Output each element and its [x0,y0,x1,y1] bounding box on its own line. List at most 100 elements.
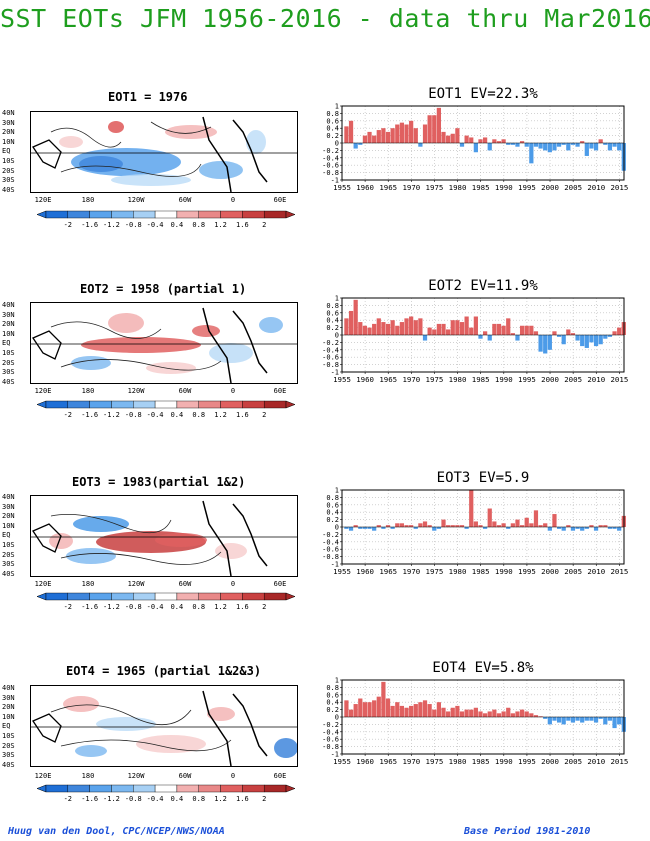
bar [487,143,492,151]
bar [446,525,451,527]
lat-label: 20S [2,550,15,559]
lon-label: 180 [81,580,95,588]
bar [506,527,511,529]
bar [589,525,594,527]
bar [372,700,377,717]
bar [496,323,502,335]
colorbar-arrow-left [36,400,47,409]
bar [519,709,525,717]
bar [348,527,354,531]
x-tick-label: 1970 [402,567,420,576]
bar [399,705,405,717]
colorbar: -2 -1.6 -1.2 -0.8 -0.4 0.4 0.8 1.2 1.6 2 [36,400,296,420]
bar [399,523,405,527]
bar [372,323,377,335]
bar [469,137,474,143]
bar [584,527,589,529]
colorbar-label: -2 [64,795,72,803]
colorbar-swatch [89,210,112,219]
y-tick-label: -0.8 [322,169,339,177]
bar [353,299,358,335]
bar [603,143,608,145]
x-tick-label: 1960 [356,757,374,766]
bar [607,717,613,721]
bar [575,143,580,147]
bar [510,143,515,145]
x-tick-label: 2015 [610,375,628,384]
bar [533,510,539,527]
bar [524,517,529,527]
lat-axis-labels: 40N 30N 20N 10N EQ 10S 20S 30S 40S [2,684,28,770]
bar [487,335,492,341]
bar [598,139,603,143]
x-tick-label: 2005 [564,567,582,576]
bar [427,525,432,527]
eot-time-series-chart: EOT2 EV=11.9%-1-0.8-0.6-0.4-0.200.20.40.… [322,278,628,384]
colorbar-swatch [133,210,156,219]
lon-label: 0 [230,387,236,395]
bar [344,700,349,717]
y-tick-label: -1 [331,177,339,185]
colorbar-label: -2 [64,221,72,229]
map-title: EOT1 = 1976 [108,90,188,104]
lat-label: 10S [2,156,15,165]
y-tick-label: -0.4 [322,728,339,736]
colorbar-swatch [176,210,199,219]
bar [418,702,423,717]
lon-label: 120E [34,772,52,780]
sst-anomaly-map [30,111,298,193]
bar [478,139,483,143]
bar [446,711,451,717]
bar [570,333,576,335]
bar [603,717,608,725]
x-tick-label: 2000 [541,567,559,576]
bar [390,128,395,143]
colorbar-label: 0.8 [192,603,205,611]
bar [409,316,414,335]
colorbar-label: -0.8 [125,603,142,611]
colorbar-swatch [154,592,178,601]
bar [469,709,474,717]
colorbar-label: -2 [64,603,72,611]
bar [570,527,576,531]
colorbar: -2 -1.6 -1.2 -0.8 -0.4 0.4 0.8 1.2 1.6 2 [36,210,296,230]
bar [362,325,368,335]
y-tick-label: -0.2 [322,531,339,539]
bar [580,527,585,531]
colorbar-swatch [154,400,178,409]
bar [362,527,368,529]
colorbar-swatch [154,210,178,219]
bar [441,131,446,143]
colorbar-swatch [220,592,243,601]
colorbar-swatch [263,592,287,601]
bar [413,704,418,717]
colorbar-label: 0.4 [171,221,184,229]
eot-time-series-chart: EOT1 EV=22.3%-1-0.8-0.6-0.4-0.200.20.40.… [322,86,628,192]
bar [543,335,548,354]
y-tick-label: -0.2 [322,147,339,155]
lat-label: EQ [2,147,11,156]
bar [473,316,478,335]
bar [598,525,603,527]
x-tick-label: 1990 [495,567,513,576]
x-tick-label: 2010 [587,183,605,192]
bar [399,322,405,335]
bar [404,318,409,335]
bar [372,527,377,531]
bar [362,702,368,717]
bar [487,508,492,527]
bar [376,696,381,717]
lon-label: 0 [230,580,236,588]
bar [566,717,571,721]
bar [385,698,391,717]
colorbar-label: 0.8 [192,411,205,419]
lat-label: 40N [2,684,15,692]
lon-label: 180 [81,772,95,780]
bar [487,711,492,717]
bar [404,525,409,527]
bar [506,707,511,717]
y-tick-label: 0.8 [326,302,339,310]
bar [617,327,622,335]
colorbar-swatch [111,784,134,793]
lat-label: 10N [2,137,15,146]
